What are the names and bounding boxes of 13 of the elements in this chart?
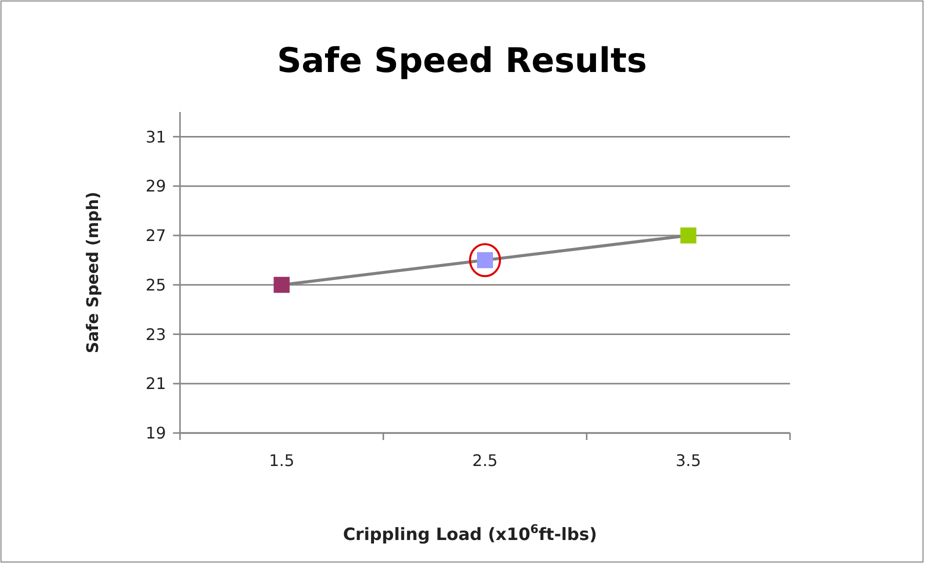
- y-tick-label: 31: [146, 127, 166, 146]
- y-tick-label: 23: [146, 324, 166, 344]
- x-tick-label: 1.5: [268, 451, 294, 470]
- y-axis-title: Safe Speed (mph): [83, 192, 102, 354]
- chart-title: Safe Speed Results: [276, 41, 648, 81]
- y-tick-label: 27: [146, 226, 166, 246]
- y-tick-label: 29: [146, 176, 166, 196]
- x-tick-label: 3.5: [676, 451, 702, 470]
- y-tick-label: 21: [146, 374, 166, 394]
- y-tick-label: 25: [146, 275, 166, 294]
- x-tick-label: 2.5: [472, 451, 498, 470]
- y-tick-label: 19: [146, 424, 166, 443]
- x-axis-title: Crippling Load (x10$^{6}$ft-lbs): [342, 522, 598, 545]
